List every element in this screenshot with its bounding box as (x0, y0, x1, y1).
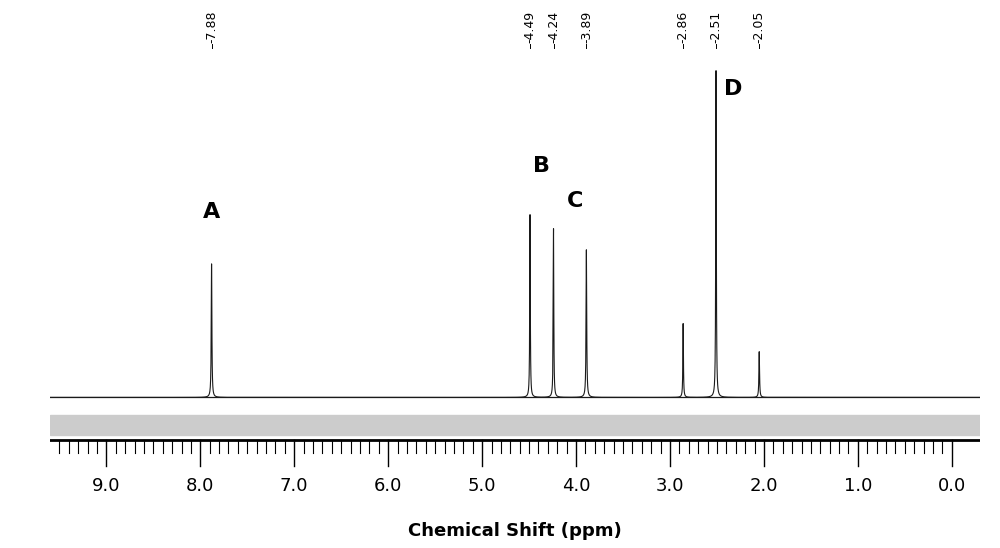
Text: 5.0: 5.0 (468, 477, 496, 495)
Text: B: B (533, 156, 550, 176)
Text: 1.0: 1.0 (844, 477, 872, 495)
Text: 9.0: 9.0 (92, 477, 121, 495)
Text: -2.51: -2.51 (710, 10, 723, 43)
Text: 4.0: 4.0 (562, 477, 590, 495)
Text: 7.0: 7.0 (280, 477, 308, 495)
Text: -4.24: -4.24 (547, 10, 560, 43)
Text: -4.49: -4.49 (524, 10, 537, 43)
Text: Chemical Shift (ppm): Chemical Shift (ppm) (408, 522, 622, 540)
Text: 6.0: 6.0 (374, 477, 402, 495)
Text: 3.0: 3.0 (656, 477, 684, 495)
Text: -2.86: -2.86 (677, 10, 690, 43)
Text: 0.0: 0.0 (938, 477, 966, 495)
Text: -3.89: -3.89 (580, 10, 593, 43)
Text: C: C (567, 191, 583, 211)
Text: -2.05: -2.05 (753, 10, 766, 43)
Text: D: D (724, 79, 742, 99)
Text: 2.0: 2.0 (750, 477, 778, 495)
Text: -7.88: -7.88 (205, 10, 218, 43)
Text: A: A (203, 202, 220, 222)
Bar (50, 415, 980, 435)
Text: 8.0: 8.0 (186, 477, 214, 495)
